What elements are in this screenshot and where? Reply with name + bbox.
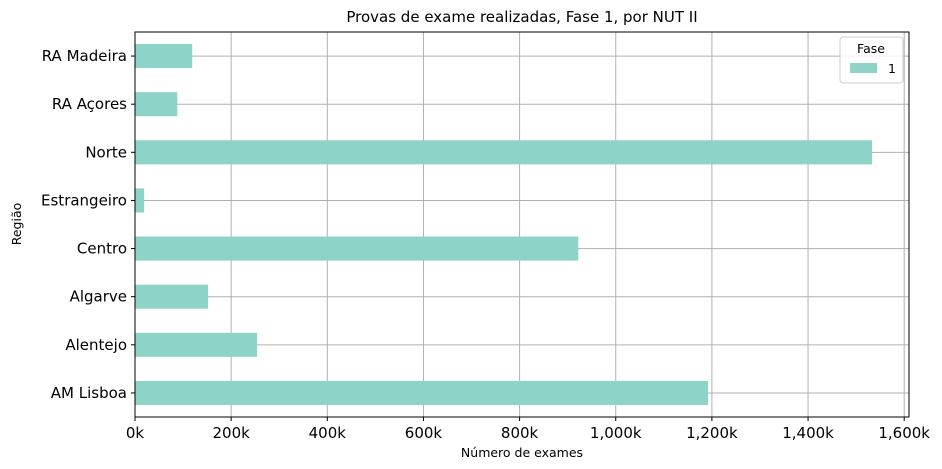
bar-algarve (135, 284, 209, 309)
x-tick-label: 0k (126, 424, 145, 442)
legend-swatch (850, 63, 877, 73)
x-tick-label: 1,000k (590, 424, 642, 442)
bar-alentejo (135, 332, 258, 357)
bar-ra-a-ores (135, 92, 178, 117)
y-tick-label: Alentejo (65, 336, 127, 354)
chart-title: Provas de exame realizadas, Fase 1, por … (346, 8, 697, 26)
x-tick-label: 400k (309, 424, 347, 442)
legend-title: Fase (857, 41, 885, 56)
y-tick-label: Estrangeiro (41, 191, 127, 209)
bar-estrangeiro (135, 188, 145, 213)
y-tick-label: RA Açores (52, 95, 127, 113)
x-tick-label: 1,200k (686, 424, 738, 442)
bar-ra-madeira (135, 44, 193, 69)
legend: Fase 1 (839, 36, 904, 84)
x-tick-label: 600k (405, 424, 443, 442)
bar-am-lisboa (135, 380, 709, 405)
y-tick-label: AM Lisboa (51, 384, 127, 402)
y-tick-label: Algarve (70, 288, 127, 306)
x-tick-label: 800k (501, 424, 539, 442)
x-axis-ticks: 0k 200k 400k 600k 800k 1,000k 1,200k 1,400k 1,60… (126, 417, 930, 442)
y-tick-label: Centro (77, 240, 127, 258)
x-axis-title: Número de exames (461, 445, 583, 460)
y-tick-label: Norte (85, 143, 127, 161)
grid (134, 32, 909, 417)
x-tick-label: 1,600k (878, 424, 930, 442)
legend-label: 1 (888, 61, 896, 76)
x-tick-label: 200k (212, 424, 250, 442)
y-tick-label: RA Madeira (42, 47, 127, 65)
y-axis-ticks: AM Lisboa Alentejo Algarve Centro Estrangeir… (41, 47, 135, 402)
y-axis-title: Região (9, 203, 24, 246)
bar-norte (135, 140, 872, 165)
bars (135, 44, 872, 405)
bar-centro (135, 236, 579, 261)
plot-frame (134, 31, 910, 418)
x-tick-label: 1,400k (782, 424, 834, 442)
